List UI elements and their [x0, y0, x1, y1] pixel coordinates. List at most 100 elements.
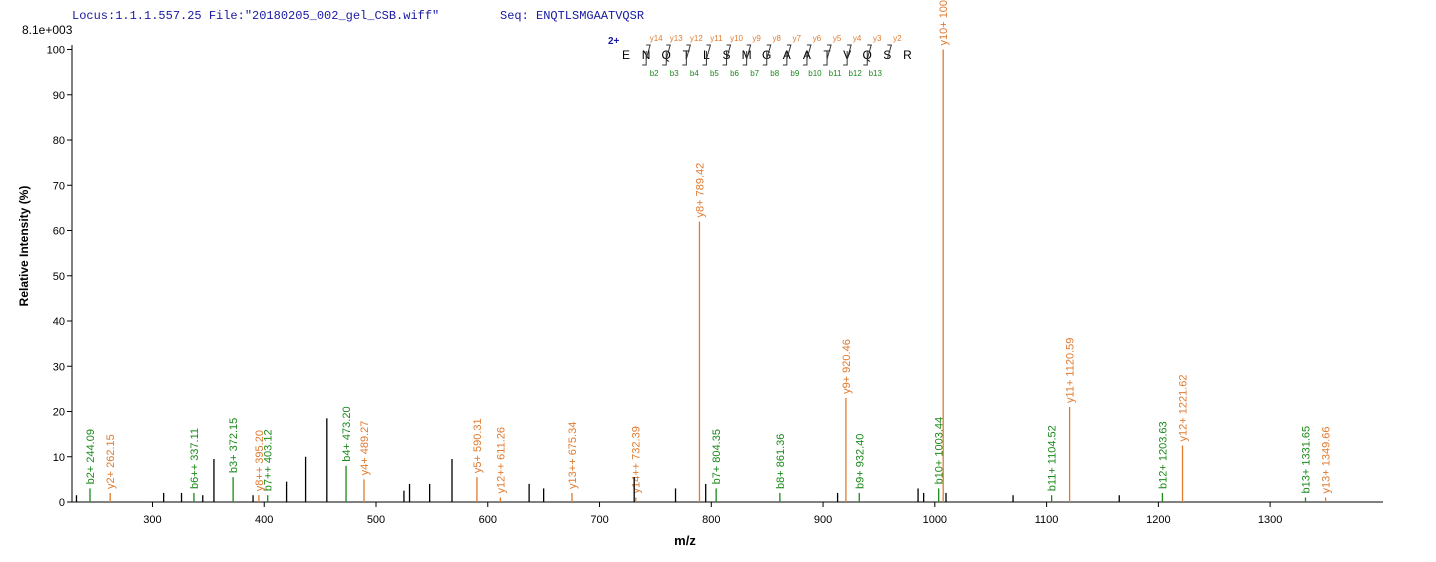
- peak-label: y11+ 1120.59: [1065, 338, 1077, 403]
- peak-label: b2+ 244.09: [85, 429, 97, 484]
- y-fence: [846, 44, 852, 60]
- y-ion: y2: [893, 34, 902, 43]
- b-ion: b10: [808, 69, 822, 78]
- y-fence: [726, 44, 732, 60]
- peak-label: y12+ 1221.62: [1178, 374, 1190, 441]
- b-fence: [802, 51, 808, 66]
- y-fence: [645, 44, 651, 60]
- y-tick-label: 10: [53, 452, 65, 464]
- y-fence: [866, 44, 872, 60]
- y-tick-label: 100: [47, 45, 65, 57]
- b-ion: b9: [790, 69, 799, 78]
- y-tick-label: 40: [53, 316, 65, 328]
- x-tick-label: 700: [590, 514, 608, 526]
- y-tick-label: 0: [59, 497, 65, 509]
- y-fence: [786, 44, 792, 60]
- y-fence: [746, 44, 752, 60]
- y-fence: [826, 44, 832, 60]
- peak-label: y13++ 675.34: [567, 422, 579, 489]
- y-ion: y13: [670, 34, 683, 43]
- b-ion: b6: [730, 69, 739, 78]
- y-fence: [886, 44, 893, 60]
- peak-label: b8+ 861.36: [775, 434, 787, 489]
- y-tick-label: 90: [53, 90, 65, 102]
- y-tick-label: 50: [53, 271, 65, 283]
- x-tick-label: 800: [702, 514, 720, 526]
- peak-label: y8+ 789.42: [694, 163, 706, 218]
- b-ion: b7: [750, 69, 759, 78]
- peak-label: y13+ 1349.66: [1321, 426, 1333, 493]
- b-fence: [782, 51, 788, 66]
- y-tick-label: 60: [53, 226, 65, 238]
- b-fence: [762, 51, 768, 66]
- y-fence: [705, 44, 712, 60]
- y-tick-label: 80: [53, 135, 65, 147]
- b-fence: [722, 51, 728, 66]
- x-tick-label: 1200: [1146, 514, 1170, 526]
- y-ion: y8: [773, 34, 782, 43]
- b-fence: [742, 51, 748, 66]
- y-tick-label: 70: [53, 180, 65, 192]
- peak-label: b9+ 932.40: [854, 434, 866, 489]
- peak-label: y8++ 395.20: [254, 430, 266, 491]
- b-ion: b8: [770, 69, 779, 78]
- b-fence: [823, 51, 828, 66]
- residue: R: [903, 48, 912, 62]
- b-ion: b12: [848, 69, 862, 78]
- b-fence: [702, 51, 707, 66]
- y-ion: y5: [833, 34, 842, 43]
- x-tick-label: 900: [814, 514, 832, 526]
- scale-label: 8.1e+003: [22, 23, 73, 37]
- peak-label: b7+ 804.35: [711, 429, 723, 484]
- y-ion: y7: [793, 34, 802, 43]
- b-ion: b5: [710, 69, 719, 78]
- y-ion: y11: [710, 34, 723, 43]
- y-ion: y10: [730, 34, 743, 43]
- peak-label: b11+ 1104.52: [1047, 425, 1059, 491]
- b-fence: [682, 51, 687, 66]
- b-fence: [642, 51, 647, 66]
- y-ion: y9: [752, 34, 761, 43]
- x-tick-label: 400: [255, 514, 273, 526]
- b-ion: b13: [869, 69, 883, 78]
- peak-label: y14++ 732.39: [631, 426, 643, 493]
- x-tick-label: 1300: [1258, 514, 1282, 526]
- y-fence: [685, 44, 692, 60]
- b-fence: [863, 51, 868, 66]
- peak-label: y5+ 590.31: [472, 418, 484, 473]
- peak-label: y12++ 611.26: [495, 427, 507, 493]
- y-tick-label: 30: [53, 361, 65, 373]
- x-tick-label: 1000: [923, 514, 947, 526]
- header: Locus:1.1.1.557.25 File:"20180205_002_ge…: [72, 9, 439, 23]
- peak-label: b7++ 403.12: [263, 429, 275, 491]
- residue: E: [622, 48, 630, 62]
- peak-label: b6++ 337.11: [189, 428, 201, 489]
- b-ion: b11: [829, 69, 842, 78]
- peak-label: b3+ 372.15: [228, 418, 240, 473]
- peak-label: y10+ 1007.49: [938, 0, 950, 46]
- b-ion: b2: [650, 69, 659, 78]
- peak-label: y9+ 920.46: [841, 339, 853, 394]
- peak-label: y2+ 262.15: [105, 434, 117, 489]
- y-ion: y14: [650, 34, 663, 43]
- y-axis-label: Relative Intensity (%): [17, 186, 31, 307]
- x-tick-label: 300: [143, 514, 161, 526]
- peak-label: b12+ 1203.63: [1157, 421, 1169, 489]
- y-ion: y4: [853, 34, 862, 43]
- b-fence: [843, 51, 848, 66]
- b-ion: b4: [690, 69, 699, 78]
- charge: 2+: [608, 36, 620, 47]
- b-ion: b3: [670, 69, 679, 78]
- peak-label: b4+ 473.20: [341, 406, 353, 461]
- x-axis-label: m/z: [674, 533, 696, 548]
- y-tick-label: 20: [53, 407, 65, 419]
- y-ion: y12: [690, 34, 703, 43]
- residue: S: [883, 48, 891, 62]
- y-fence: [806, 44, 812, 60]
- x-tick-label: 600: [479, 514, 497, 526]
- x-tick-label: 1100: [1035, 514, 1059, 526]
- y-ion: y3: [873, 34, 882, 43]
- y-fence: [665, 44, 671, 60]
- peak-label: b10+ 1003.44: [934, 417, 946, 485]
